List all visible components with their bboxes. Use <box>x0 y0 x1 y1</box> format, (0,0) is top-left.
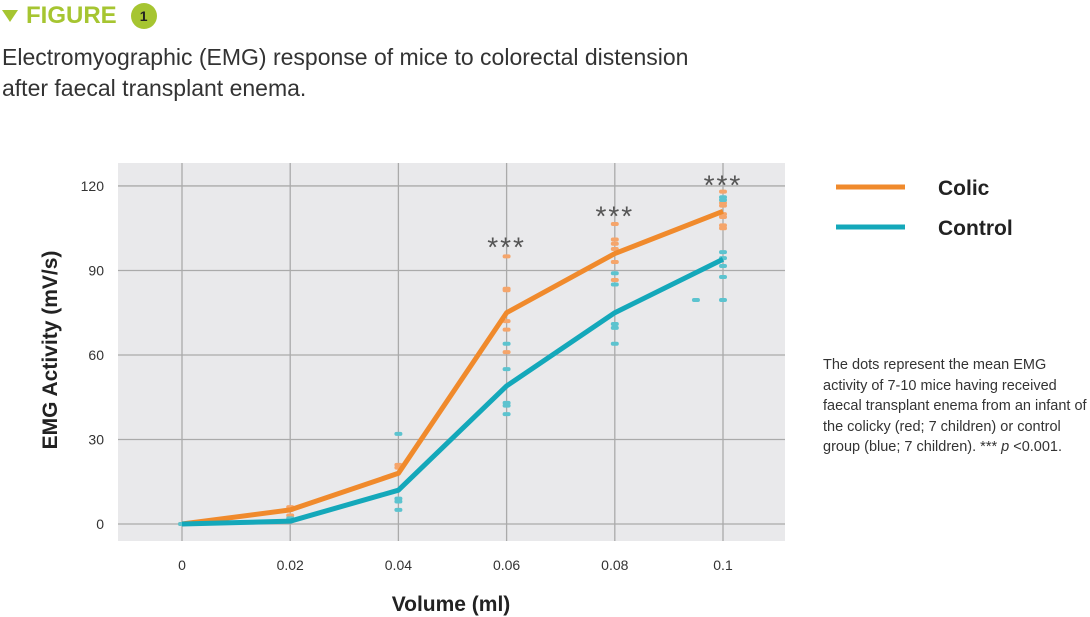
data-point-colic <box>610 247 619 252</box>
data-point-colic <box>502 288 511 293</box>
figure-header: FIGURE 1 <box>2 2 157 30</box>
data-point-control <box>719 198 727 203</box>
data-point-control <box>610 325 619 330</box>
legend-label-control: Control <box>938 217 1013 240</box>
data-point-colic <box>719 214 727 219</box>
data-point-control <box>394 507 403 512</box>
note-tail: <0.001. <box>1009 439 1063 455</box>
figure-caption: Electromyographic (EMG) response of mice… <box>2 42 802 104</box>
data-point-colic <box>502 350 511 355</box>
data-point-control <box>719 263 727 268</box>
data-point-colic <box>610 260 619 265</box>
legend-label-colic: Colic <box>938 177 990 200</box>
data-point-colic <box>394 462 403 467</box>
y-tick-label: 120 <box>81 178 105 194</box>
series-line-control <box>181 256 725 527</box>
significance-marker: *** <box>487 231 526 262</box>
x-axis-label: Volume (ml) <box>392 593 511 616</box>
significance-marker: *** <box>704 169 743 200</box>
data-point-colic <box>610 237 619 242</box>
y-tick-label: 60 <box>88 347 104 363</box>
data-point-colic <box>719 189 727 194</box>
data-point-control <box>610 271 619 276</box>
data-point-control <box>719 250 727 255</box>
data-point-control <box>394 499 403 504</box>
data-point-colic <box>719 203 727 208</box>
data-point-control <box>502 412 511 417</box>
x-tick-label: 0.02 <box>277 557 304 573</box>
data-point-colic <box>502 319 511 324</box>
data-point-control <box>394 431 403 436</box>
caption-line-2: after faecal transplant enema. <box>2 75 307 101</box>
data-point-control <box>502 403 511 408</box>
x-tick-label: 0.04 <box>385 557 412 573</box>
note-p: p <box>1001 439 1010 455</box>
figure-number-badge: 1 <box>130 3 157 29</box>
data-point-colic <box>610 278 619 283</box>
data-point-control <box>502 367 511 372</box>
series-line-colic <box>181 208 724 527</box>
data-point-control <box>719 274 727 279</box>
data-point-control <box>691 298 700 303</box>
significance-marker: *** <box>595 200 634 231</box>
y-tick-label: 0 <box>96 516 104 532</box>
plot-area <box>118 163 785 541</box>
data-point-colic <box>610 241 619 246</box>
figure-note: The dots represent the mean EMG activity… <box>823 355 1088 458</box>
data-point-colic <box>610 221 619 226</box>
data-point-control <box>502 341 511 346</box>
x-tick-label: 0.08 <box>601 557 628 573</box>
x-tick-label: 0.06 <box>493 557 520 573</box>
triangle-icon <box>2 10 18 22</box>
y-tick-label: 30 <box>88 431 104 447</box>
data-point-colic <box>502 254 511 259</box>
data-point-control <box>610 321 619 326</box>
note-text: The dots represent the mean EMG activity… <box>823 357 1087 455</box>
data-point-colic <box>719 226 727 231</box>
y-axis-label: EMG Activity (mV/s) <box>39 251 62 450</box>
data-point-control <box>610 341 619 346</box>
caption-line-1: Electromyographic (EMG) response of mice… <box>2 44 689 70</box>
figure-label: FIGURE <box>26 2 117 29</box>
data-point-colic <box>502 327 511 332</box>
data-point-control <box>719 298 727 303</box>
x-tick-label: 0 <box>178 557 186 573</box>
x-tick-label: 0.1 <box>713 557 733 573</box>
data-point-control <box>610 282 619 287</box>
y-tick-label: 90 <box>88 262 104 278</box>
